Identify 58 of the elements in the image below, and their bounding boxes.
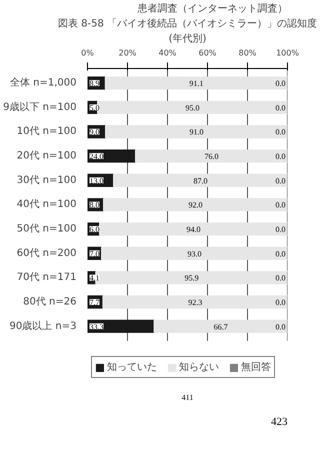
data-label: 76.0 — [204, 152, 218, 162]
x-tick-label: 0% — [81, 48, 94, 58]
y-tick-label: 40代 n=100 — [16, 199, 77, 210]
data-label: 0.0 — [276, 128, 286, 137]
data-label: 13.0 — [90, 176, 104, 186]
data-label: 92.3 — [188, 298, 202, 308]
chart-subtitle: (年代別) — [168, 32, 206, 44]
data-label: 0.0 — [276, 298, 286, 308]
data-label: 0.0 — [276, 152, 286, 162]
data-label: 33.3 — [90, 322, 104, 332]
data-label: 92.0 — [188, 200, 202, 210]
data-label: 0.0 — [276, 274, 286, 283]
y-tick-label: 20代 n=100 — [16, 150, 77, 162]
data-label: 93.0 — [188, 249, 202, 258]
data-label: 0.0 — [276, 103, 286, 112]
data-label: 7.0 — [90, 249, 100, 258]
data-label: 91.1 — [189, 79, 204, 88]
data-label: 87.0 — [194, 176, 208, 186]
x-tick-label: 20% — [118, 48, 137, 58]
x-tick-label: 60% — [198, 48, 217, 58]
data-label: 24.0 — [90, 152, 104, 162]
y-tick-label: 10代 n=100 — [16, 126, 77, 138]
y-tick-label: 80代 n=26 — [23, 296, 77, 308]
x-tick-label: 40% — [158, 48, 177, 58]
data-label: 8.0 — [90, 200, 100, 210]
data-label: 95.9 — [184, 274, 199, 283]
data-label: 95.0 — [186, 103, 200, 112]
x-tick-label: 80% — [238, 48, 257, 58]
y-tick-label: 70代 n=171 — [16, 272, 77, 284]
data-label: 9.0 — [90, 128, 100, 137]
data-label: 0.0 — [276, 176, 286, 186]
y-tick-label: 60代 n=200 — [16, 248, 77, 259]
y-tick-label: 9歳以下 n=100 — [3, 100, 77, 113]
data-label: 94.0 — [186, 225, 200, 234]
y-tick-label: 30代 n=100 — [16, 174, 77, 186]
data-label: 6.0 — [90, 225, 100, 234]
chart-title: 図表 8-58 「バイオ後続品（バイオシミラー）」の認知度 — [58, 18, 318, 30]
data-label: 66.7 — [214, 322, 228, 332]
y-tick-label: 50代 n=100 — [16, 224, 77, 235]
data-label: 91.0 — [190, 128, 204, 137]
x-tick-label: 100% — [276, 48, 300, 58]
data-label: 0.0 — [276, 200, 286, 210]
text: 423 — [271, 416, 288, 428]
data-label: 5.0 — [90, 103, 100, 112]
data-label: 8.9 — [90, 79, 100, 88]
legend-label: 知らない — [179, 361, 219, 374]
legend-label: 無回答 — [241, 361, 271, 374]
data-label: 0.0 — [276, 225, 286, 234]
data-label: 0.0 — [276, 249, 286, 258]
y-tick-label: 全体 n=1,000 — [10, 76, 77, 89]
data-label: 0.0 — [276, 322, 286, 332]
data-label: 4.1 — [90, 274, 100, 283]
data-label: 7.7 — [90, 298, 100, 308]
text: 411 — [182, 392, 194, 402]
data-label: 0.0 — [276, 79, 286, 88]
y-tick-label: 90歳以上 n=3 — [10, 320, 76, 332]
text: 患者調査（インターネット調査） — [136, 2, 288, 14]
legend-label: 知っていた — [107, 361, 157, 374]
